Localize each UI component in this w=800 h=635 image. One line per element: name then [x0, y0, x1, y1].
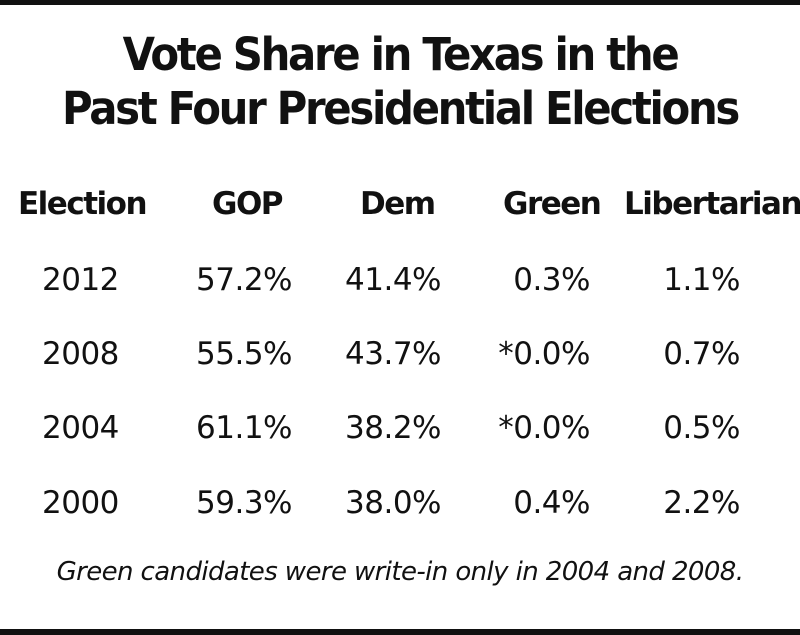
title-line-1: Vote Share in Texas in the [122, 28, 680, 81]
table-title: Vote Share in Texas in the Past Four Pre… [28, 28, 772, 136]
table-cell: 38.0% [345, 485, 441, 521]
table-cell: 0.5% [663, 410, 740, 446]
top-border [0, 0, 800, 5]
column-header-green: Green [503, 186, 602, 222]
table-cell: 2000 [42, 485, 119, 521]
bottom-border [0, 629, 800, 635]
column-header-gop: GOP [212, 186, 284, 222]
table-cell: 61.1% [196, 410, 292, 446]
footnote: Green candidates were write-in only in 2… [56, 557, 744, 587]
table-cell: 2004 [42, 410, 119, 446]
table-cell: 0.4% [513, 485, 590, 521]
table-cell: 38.2% [345, 410, 441, 446]
table-cell: 1.1% [663, 262, 740, 298]
table-cell: 55.5% [196, 336, 292, 372]
title-line-2: Past Four Presidential Elections [61, 82, 740, 135]
table-cell: *0.0% [498, 410, 590, 446]
table-cell: 0.3% [513, 262, 590, 298]
table-cell: 0.7% [663, 336, 740, 372]
table-cell: 41.4% [345, 262, 441, 298]
table-cell: 59.3% [196, 485, 292, 521]
column-header-election: Election [18, 186, 148, 222]
table-cell: 2.2% [663, 485, 740, 521]
column-header-libertarian: Libertarian [624, 186, 800, 222]
table-cell: *0.0% [498, 336, 590, 372]
table-cell: 2012 [42, 262, 119, 298]
column-header-dem: Dem [360, 186, 436, 222]
table-cell: 43.7% [345, 336, 441, 372]
table-cell: 57.2% [196, 262, 292, 298]
table-cell: 2008 [42, 336, 119, 372]
